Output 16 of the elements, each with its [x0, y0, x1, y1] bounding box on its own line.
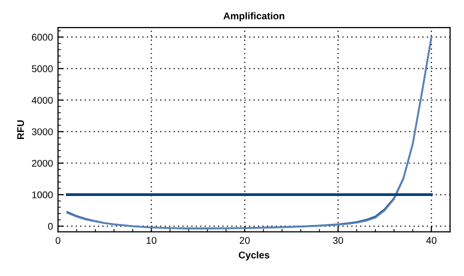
x-axis-title: Cycles	[238, 251, 270, 260]
y-tick-label: 2000	[32, 160, 53, 167]
y-tick-label: 1000	[32, 191, 53, 198]
y-tick-label: 4000	[32, 96, 53, 104]
x-tick-label: 30	[333, 236, 344, 244]
line-series	[66, 36, 432, 230]
y-tick-label: 6000	[32, 34, 53, 41]
y-axis-title: RFU	[17, 120, 24, 140]
y-tick-label: 0	[48, 222, 53, 230]
chart-title: Amplification	[223, 12, 284, 22]
y-tick-label: 3000	[32, 128, 53, 136]
x-tick-label: 40	[426, 236, 436, 244]
y-tick-label: 5000	[32, 65, 53, 72]
x-tick-label: 0	[56, 236, 60, 244]
x-tick-label: 20	[240, 236, 250, 244]
x-tick-label: 10	[146, 236, 156, 244]
